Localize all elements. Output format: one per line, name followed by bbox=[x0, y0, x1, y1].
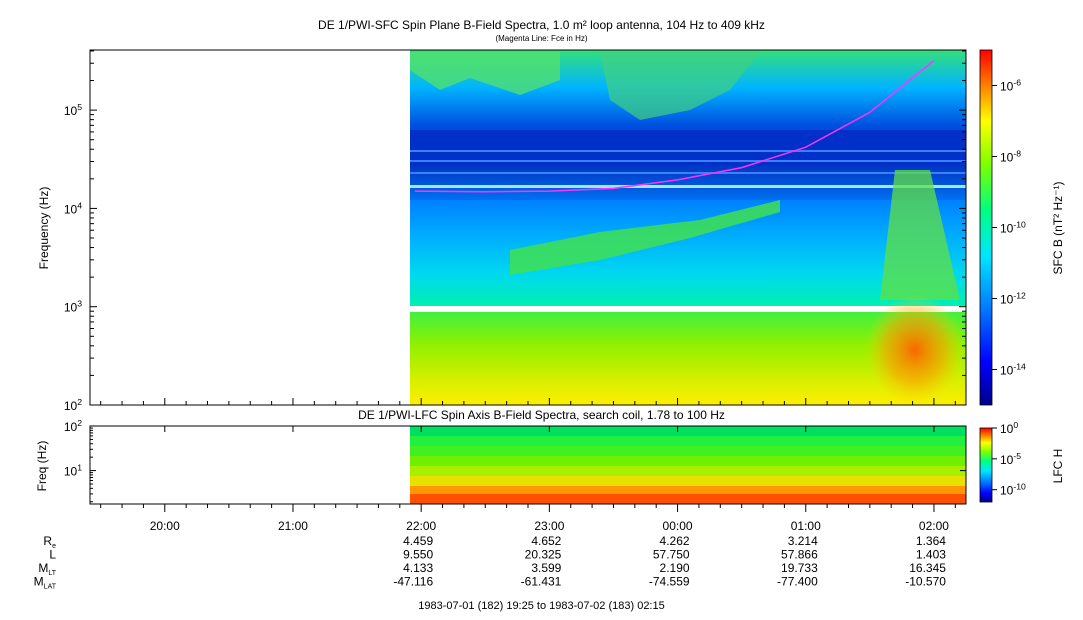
time-tick-label: 00:00 bbox=[663, 519, 693, 533]
time-tick-label: 22:00 bbox=[406, 519, 436, 533]
ephemeris-value: 16.345 bbox=[909, 561, 946, 575]
lfc-y-axis-label: Freq (Hz) bbox=[35, 441, 49, 492]
ephemeris-value: -77.400 bbox=[777, 575, 818, 589]
time-range-footer: 1983-07-01 (182) 19:25 to 1983-07-02 (18… bbox=[418, 600, 665, 612]
lfc-spectrogram bbox=[410, 426, 966, 504]
ephemeris-value: 2.190 bbox=[660, 561, 690, 575]
ephemeris-value: 4.459 bbox=[403, 534, 433, 548]
time-tick-label: 01:00 bbox=[791, 519, 821, 533]
sfc-y-tick-label: 102 bbox=[64, 397, 82, 413]
sfc-y-tick-label: 105 bbox=[64, 102, 82, 118]
ephemeris-value: -10.570 bbox=[905, 575, 946, 589]
sfc-colorbar-tick-label: 10-8 bbox=[1000, 148, 1021, 164]
sfc-spectrogram bbox=[410, 50, 966, 405]
lfc-colorbar bbox=[979, 427, 993, 503]
ephemeris-row-label: L bbox=[49, 548, 56, 562]
ephemeris-value: 3.599 bbox=[531, 561, 561, 575]
ephemeris-value: 1.364 bbox=[916, 534, 946, 548]
ephemeris-value: 20.325 bbox=[525, 548, 562, 562]
sfc-colorbar-tick-label: 10-14 bbox=[1000, 361, 1026, 377]
ephemeris-value: 57.750 bbox=[653, 548, 690, 562]
sfc-colorbar-tick-label: 10-10 bbox=[1000, 219, 1026, 235]
ephemeris-value: 4.133 bbox=[403, 561, 433, 575]
ephemeris-value: -47.116 bbox=[393, 575, 433, 589]
ephemeris-row-label: Re bbox=[43, 534, 56, 550]
top-panel-title: DE 1/PWI-SFC Spin Plane B-Field Spectra,… bbox=[318, 18, 765, 32]
ephemeris-value: 3.214 bbox=[788, 534, 818, 548]
ephemeris-value: -74.559 bbox=[649, 575, 690, 589]
ephemeris-row-label: MLT bbox=[38, 561, 56, 577]
fce-line bbox=[414, 59, 935, 193]
time-tick-label: 02:00 bbox=[919, 519, 949, 533]
sfc-y-axis-label: Frequency (Hz) bbox=[37, 187, 51, 270]
lfc-colorbar-tick-label: 100 bbox=[1000, 420, 1018, 436]
ephemeris-value: 4.262 bbox=[660, 534, 690, 548]
sfc-y-tick-label: 103 bbox=[64, 299, 82, 315]
ephemeris-value: 1.403 bbox=[916, 548, 946, 562]
lfc-colorbar-tick-label: 10-10 bbox=[1000, 482, 1026, 498]
lfc-y-tick-label: 102 bbox=[64, 418, 82, 434]
ephemeris-value: 4.652 bbox=[531, 534, 561, 548]
ephemeris-row-label: MLAT bbox=[34, 575, 57, 591]
lfc-y-tick-label: 101 bbox=[64, 463, 82, 479]
time-tick-label: 20:00 bbox=[150, 519, 180, 533]
ephemeris-value: 57.866 bbox=[781, 548, 818, 562]
ephemeris-value: 9.550 bbox=[403, 548, 433, 562]
lfc-colorbar-tick-label: 10-5 bbox=[1000, 451, 1021, 467]
sfc-colorbar bbox=[979, 49, 993, 406]
axes-layer: 102 103 104 105 Frequency (Hz) 101 102 Freq (Hz… bbox=[34, 50, 1065, 591]
top-panel-subtitle: (Magenta Line: Fce in Hz) bbox=[495, 34, 588, 43]
lfc-colorbar-label: LFC H bbox=[1051, 449, 1065, 484]
sfc-colorbar-label: SFC B (nT² Hz⁻¹) bbox=[1051, 182, 1065, 275]
ephemeris-value: 19.733 bbox=[781, 561, 818, 575]
time-tick-label: 21:00 bbox=[278, 519, 308, 533]
sfc-colorbar-tick-label: 10-12 bbox=[1000, 290, 1026, 306]
sfc-colorbar-tick-label: 10-6 bbox=[1000, 77, 1021, 93]
sfc-y-tick-label: 104 bbox=[64, 200, 82, 216]
bottom-panel-title: DE 1/PWI-LFC Spin Axis B-Field Spectra, … bbox=[358, 408, 725, 422]
ephemeris-value: -61.431 bbox=[521, 575, 562, 589]
time-tick-label: 23:00 bbox=[534, 519, 564, 533]
